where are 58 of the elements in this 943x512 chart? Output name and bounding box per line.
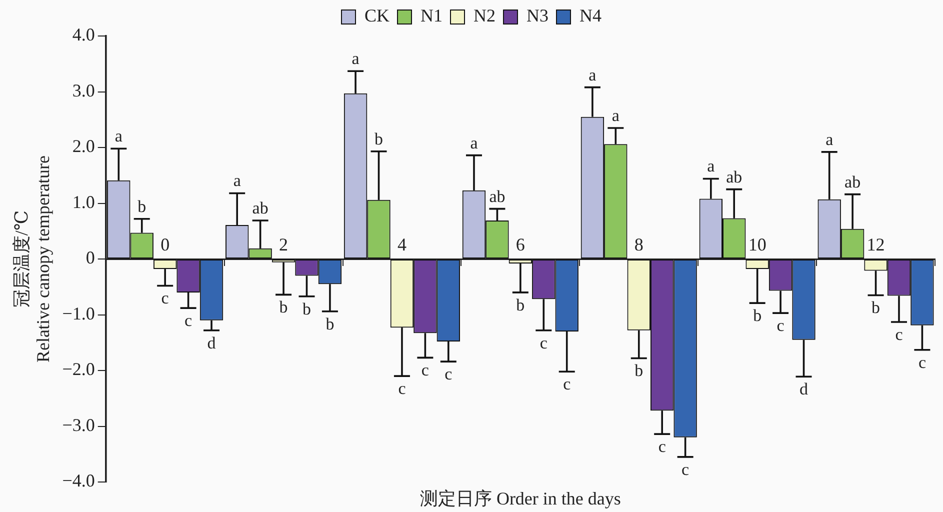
x-tick-label: 8 [634,234,644,255]
x-tick-label: 2 [279,234,288,255]
data-label: ab [489,186,506,206]
y-tick-label: 1.0 [72,192,95,212]
data-label: c [918,352,926,372]
data-label: b [374,129,384,148]
data-label: c [184,311,193,330]
data-label: a [588,65,597,84]
x-tick-label: 10 [748,234,766,255]
legend-label: N4 [580,6,602,26]
x-tick-label: 0 [160,234,170,255]
y-tick-label: 2.0 [72,136,95,156]
y-tick-label: 0 [86,248,95,268]
data-label: c [161,288,170,308]
data-label: d [800,380,809,399]
data-label: c [895,324,904,344]
y-tick-label: −3.0 [62,414,95,435]
data-label: c [421,360,430,380]
y-tick-label: −2.0 [62,359,95,380]
x-tick-label: 12 [866,234,885,255]
data-label: b [279,298,288,317]
data-label: c [540,333,548,352]
y-tick-label: −4.0 [62,470,95,491]
data-label: a [233,171,242,190]
legend-label: CK [364,6,390,26]
x-tick-label: 4 [397,234,406,255]
data-label: b [138,196,146,216]
data-label: a [707,156,716,176]
data-label: ab [844,172,861,192]
legend-label: N2 [474,6,496,26]
data-label: b [872,298,880,318]
y-tick-label: 3.0 [72,80,95,100]
y-tick-label: 4.0 [72,24,95,45]
legend-label: N3 [526,6,548,26]
data-label: b [516,295,525,314]
y-tick-label: −1.0 [62,303,95,324]
data-label: c [776,316,785,336]
data-label: c [444,364,453,384]
data-label: ab [726,167,742,186]
data-label: a [114,126,123,146]
data-label: d [207,333,216,352]
data-label: a [352,49,360,68]
data-label: c [563,374,572,394]
data-label: a [826,130,834,149]
data-label: b [326,314,334,334]
data-label: c [682,460,690,479]
data-label: b [634,361,644,380]
data-label: ab [252,198,268,218]
data-label: b [302,299,311,318]
legend-label: N1 [420,6,443,26]
x-axis-title: 测定日序 Order in the days [420,488,621,509]
data-label: a [470,133,478,152]
data-label: c [658,437,666,456]
x-tick-label: 6 [516,234,525,255]
data-label: b [753,306,762,326]
data-label: a [612,106,620,125]
y-axis-title: 冠层温度/℃ Relative canopy temperature [12,156,54,362]
data-label: c [398,379,406,398]
